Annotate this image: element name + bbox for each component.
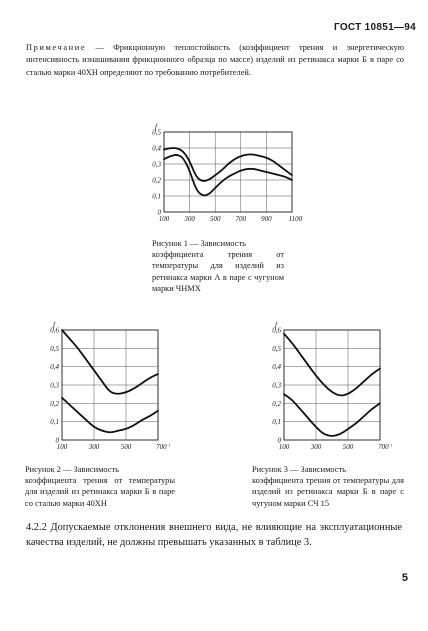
y-tick-label: 0,4 <box>50 363 59 371</box>
y-tick-label: 0 <box>56 437 60 445</box>
figure-1-caption-title: Рисунок 1 — Зависимость <box>152 239 246 248</box>
y-tick-label: 0,3 <box>152 161 161 169</box>
figure-1-caption: Рисунок 1 — Зависимость коэффициента тре… <box>152 238 284 294</box>
x-tick-label: 500 <box>210 215 221 223</box>
figure-3-chart: 0 0,1 0,2 0,3 0,4 0,5 0,6 100 300 500 700 °C f <box>272 321 392 451</box>
figure-2-caption: Рисунок 2 — Зависимость коэффициента тре… <box>25 464 175 509</box>
y-tick-label: 0 <box>278 437 282 445</box>
y-tick-label: 0,6 <box>50 327 59 335</box>
y-tick-label: 0,2 <box>152 177 161 185</box>
x-tick-label: 900 <box>261 215 272 223</box>
plot-frame <box>163 131 293 213</box>
y-tick-label: 0,5 <box>152 129 161 137</box>
series-line-1 <box>163 147 293 182</box>
figure-2-chart: 0 0,1 0,2 0,3 0,4 0,5 0,6 100 300 500 700 °C f <box>50 321 170 451</box>
y-tick-label: 0,2 <box>272 400 281 408</box>
x-tick-label: 300 <box>183 215 195 223</box>
x-tick-label: 500 <box>343 443 354 451</box>
y-axis-label: f <box>275 321 278 329</box>
plot-frame <box>283 329 381 441</box>
y-tick-label: 0,1 <box>50 418 59 426</box>
x-tick-label: 100 <box>159 215 170 223</box>
y-tick-label: 0,4 <box>272 363 281 371</box>
series-line-1 <box>283 332 381 397</box>
plot-frame <box>61 329 159 441</box>
y-tick-label: 0,3 <box>50 382 59 390</box>
series-line-2 <box>283 393 381 437</box>
x-tick-label: 700 <box>236 215 247 223</box>
document-header: ГОСТ 10851—94 <box>333 22 416 33</box>
x-tick-label: 700 °C <box>378 443 392 451</box>
section-4-2-2-paragraph: 4.2.2 Допускаемые отклонения внешнего ви… <box>26 522 402 548</box>
note-prefix: Примечание <box>26 43 87 52</box>
y-axis-label: f <box>53 321 56 329</box>
note-text: — Фрикционную теплостойкость (коэффициен… <box>26 43 404 77</box>
series-line-1 <box>61 329 159 395</box>
x-tick-label: 700 °C <box>156 443 170 451</box>
x-tick-label: 100 <box>279 443 290 451</box>
y-tick-label: 0,2 <box>50 400 59 408</box>
figure-2-caption-title: Рисунок 2 — Зависимость <box>25 465 119 474</box>
note-paragraph: Примечание — Фрикционную теплостойкость … <box>26 42 404 79</box>
y-tick-label: 0,5 <box>272 345 281 353</box>
figure-3-caption-title: Рисунок 3 — Зависимость <box>252 465 346 474</box>
series-line-2 <box>61 396 159 434</box>
y-tick-label: 0,5 <box>50 345 59 353</box>
y-tick-label: 0,1 <box>152 193 161 201</box>
x-tick-label: 300 <box>310 443 322 451</box>
y-tick-label: 0,6 <box>272 327 281 335</box>
figure-3-caption-body: коэффициента трения от температуры для и… <box>252 476 404 508</box>
figure-3-caption: Рисунок 3 — Зависимость коэффициента тре… <box>252 464 404 509</box>
y-tick-label: 0,1 <box>272 418 281 426</box>
y-tick-label: 0,3 <box>272 382 281 390</box>
x-tick-label: 100 <box>57 443 68 451</box>
figure-1-chart: 0 0,1 0,2 0,3 0,4 0,5 100 300 500 700 900 1100 °C f <box>152 123 302 223</box>
page-number: 5 <box>401 572 408 584</box>
figure-2-caption-body: коэффициента трения от температуры для и… <box>25 476 175 508</box>
y-tick-label: 0,4 <box>152 145 161 153</box>
x-tick-label: 1100 °C <box>289 215 302 223</box>
y-axis-label: f <box>155 123 158 131</box>
x-tick-label: 300 <box>88 443 100 451</box>
series-line-2 <box>163 154 293 197</box>
y-tick-label: 0 <box>158 209 162 217</box>
x-tick-label: 500 <box>121 443 132 451</box>
figure-1-caption-body: коэффициента трения от температуры для и… <box>152 250 284 293</box>
